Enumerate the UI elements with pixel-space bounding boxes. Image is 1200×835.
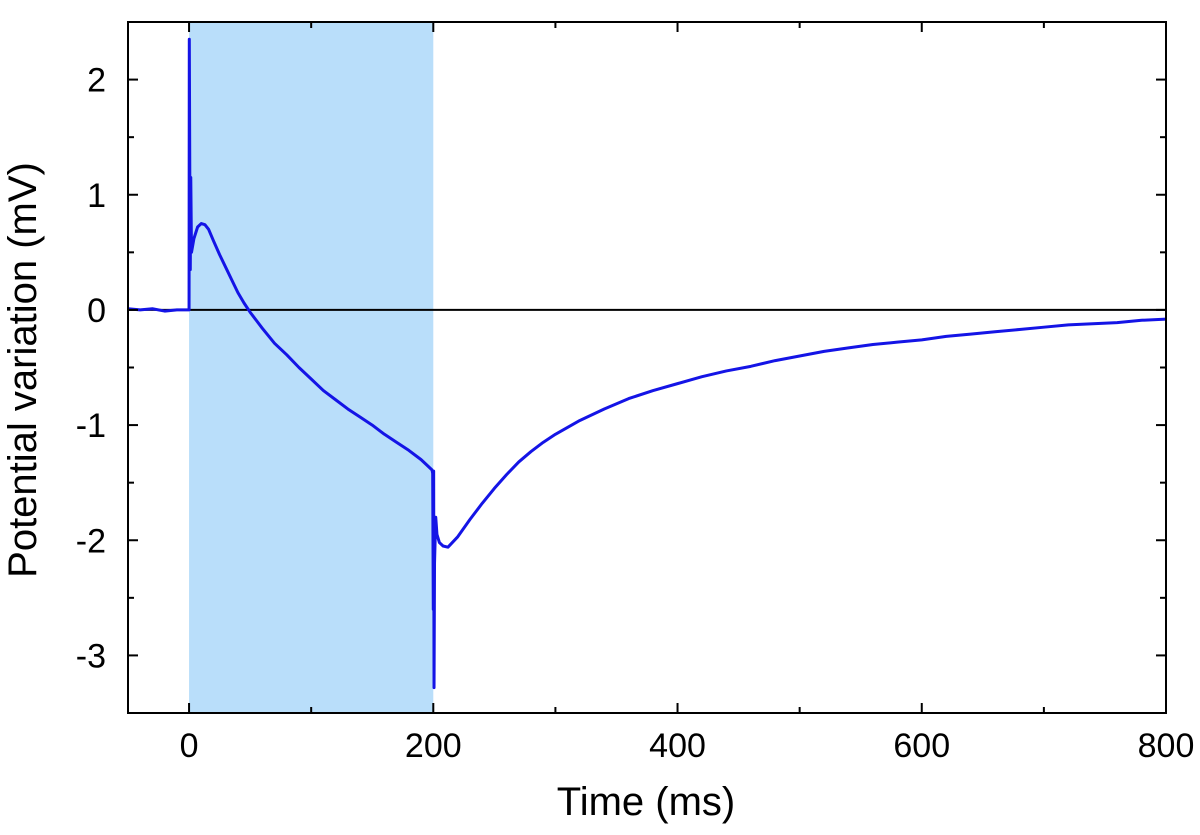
y-tick-label: 2 bbox=[87, 62, 106, 100]
x-tick-label: 200 bbox=[405, 727, 462, 765]
y-tick-label: -3 bbox=[76, 637, 106, 675]
y-tick-label: 1 bbox=[87, 177, 106, 215]
x-tick-label: 400 bbox=[649, 727, 706, 765]
series-line-0 bbox=[127, 37, 1167, 690]
x-tick-label: 0 bbox=[180, 727, 199, 765]
x-tick-label: 800 bbox=[1138, 727, 1195, 765]
y-tick-label: -2 bbox=[76, 522, 106, 560]
x-tick-label: 600 bbox=[893, 727, 950, 765]
y-tick-label: -1 bbox=[76, 407, 106, 445]
shaded-region bbox=[189, 22, 434, 713]
x-axis-title: Time (ms) bbox=[557, 780, 735, 824]
y-tick-label: 0 bbox=[87, 292, 106, 330]
y-axis-title: Potential variation (mV) bbox=[1, 162, 45, 578]
